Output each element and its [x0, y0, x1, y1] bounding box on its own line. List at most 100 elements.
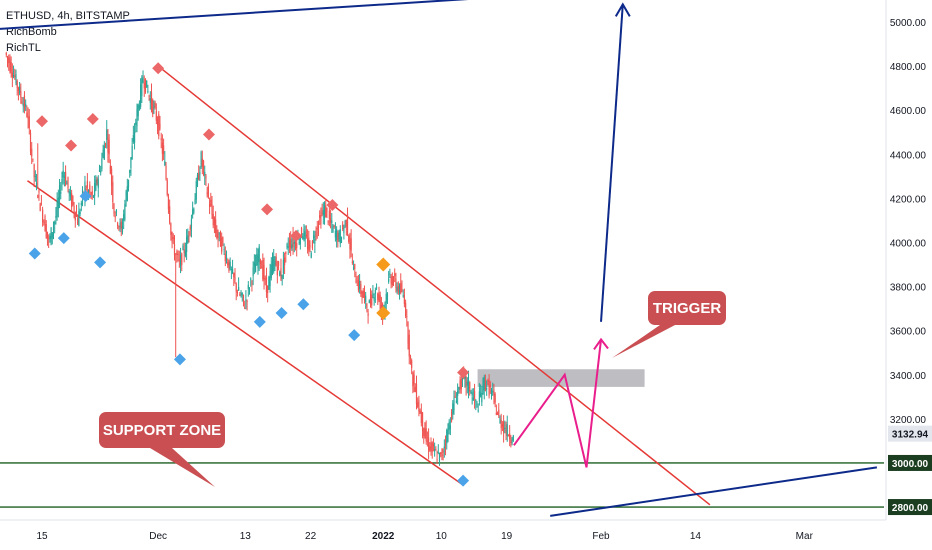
sell-signal-marker-6[interactable]: [290, 229, 303, 242]
trendline-bottom[interactable]: [550, 466, 878, 517]
buy-signal-marker-9[interactable]: [457, 474, 470, 487]
candle-body-315: [386, 293, 389, 300]
candle-body-93: [118, 226, 120, 228]
candle-body-244: [300, 227, 303, 237]
target-arrow-line[interactable]: [600, 4, 624, 322]
candle-body-192: [238, 286, 240, 291]
price-tick-label-9: 3200.00: [890, 415, 927, 426]
candle-body-228: [281, 274, 283, 279]
candle-body-95: [120, 221, 122, 229]
indicator-label-richbomb[interactable]: RichBomb: [6, 26, 57, 38]
candle-body-98: [124, 203, 126, 220]
candle-body-199: [246, 300, 248, 302]
candle-body-371: [454, 396, 456, 398]
candle-body-59: [77, 218, 79, 225]
channel-lower-line[interactable]: [27, 180, 464, 486]
candle-body-255: [314, 238, 316, 244]
candle-body-358: [438, 453, 441, 462]
candle-body-249: [306, 239, 309, 249]
candle-body-277: [340, 236, 343, 243]
buy-signal-marker-7[interactable]: [297, 298, 310, 311]
buy-signal-marker-3[interactable]: [94, 256, 107, 269]
sell-signal-marker-3[interactable]: [152, 62, 165, 75]
trigger-callout-bubble: [648, 291, 726, 325]
candle-body-325: [398, 284, 401, 294]
candle-body-232: [286, 244, 288, 248]
candle-body-131: [164, 160, 166, 166]
candle-body-233: [287, 246, 289, 248]
candle-body-171: [212, 213, 214, 226]
candle-body-145: [181, 253, 183, 265]
candle-body-186: [230, 269, 232, 271]
candle-body-55: [72, 195, 74, 205]
orange-signal-marker-1[interactable]: [376, 306, 391, 321]
candle-body-259: [319, 215, 321, 218]
candle-body-2: [8, 57, 10, 64]
trendline-top[interactable]: [0, 0, 557, 31]
sell-signal-marker-5[interactable]: [261, 203, 274, 216]
candle-body-38: [51, 232, 53, 239]
indicator-label-richtl[interactable]: RichTL: [6, 42, 41, 54]
buy-signal-marker-2[interactable]: [79, 190, 92, 203]
orange-signal-marker-0[interactable]: [376, 257, 391, 272]
sell-signal-marker-4[interactable]: [202, 128, 215, 141]
price-tag-0[interactable]: 3132.94: [888, 425, 932, 442]
candle-body-198: [245, 299, 247, 301]
candle-body-92: [117, 223, 119, 226]
candle-body-266: [327, 221, 329, 223]
candle-body-35: [48, 237, 50, 239]
sell-signal-marker-2[interactable]: [86, 113, 99, 126]
candle-body-254: [313, 235, 315, 239]
candle-body-86: [109, 165, 111, 174]
candle-body-326: [400, 283, 402, 293]
buy-signal-marker-0[interactable]: [28, 247, 41, 260]
buy-signal-marker-8[interactable]: [348, 329, 361, 342]
price-tick-label-0: 5000.00: [890, 18, 927, 29]
candle-body-310: [380, 304, 383, 311]
sell-signal-marker-1[interactable]: [65, 139, 78, 152]
projection-path[interactable]: [513, 339, 603, 468]
candle-body-373: [457, 390, 459, 396]
channel-upper-line[interactable]: [157, 65, 711, 506]
candle-body-47: [62, 170, 64, 178]
candle-body-314: [385, 293, 387, 303]
support-zone-callout[interactable]: SUPPORT ZONE: [99, 412, 225, 487]
resistance-zone-box[interactable]: [477, 369, 645, 387]
candle-body-299: [367, 313, 369, 316]
candle-body-6: [12, 75, 15, 77]
candle-body-409: [500, 419, 502, 429]
candle-body-175: [217, 234, 219, 238]
candle-body-382: [467, 379, 470, 391]
sell-signal-marker-0[interactable]: [36, 115, 48, 128]
buy-signal-marker-4[interactable]: [173, 353, 186, 366]
candle-body-58: [75, 213, 78, 216]
candle-body-320: [392, 281, 395, 283]
buy-signal-marker-5[interactable]: [253, 315, 266, 328]
candle-body-224: [276, 266, 278, 276]
buy-signal-marker-6[interactable]: [275, 307, 288, 320]
candle-body-408: [499, 417, 501, 424]
trigger-callout[interactable]: TRIGGER: [612, 291, 726, 358]
price-tag-2[interactable]: 2800.00: [888, 499, 932, 516]
sell-signal-marker-8[interactable]: [457, 366, 470, 379]
candle-body-53: [69, 192, 72, 197]
candle-body-300: [368, 300, 370, 304]
candle-body-329: [403, 295, 405, 304]
candle-body-202: [250, 278, 252, 280]
candle-body-129: [161, 142, 163, 154]
candle-body-379: [464, 375, 466, 380]
candle-body-72: [92, 195, 95, 197]
candle-body-180: [223, 248, 225, 251]
candle-body-349: [427, 437, 430, 450]
buy-signal-marker-1[interactable]: [57, 232, 70, 245]
candle-body-135: [169, 206, 171, 223]
candle-body-157: [195, 181, 197, 200]
candle-body-290: [356, 284, 358, 286]
price-tag-1[interactable]: 3000.00: [888, 454, 932, 471]
sell-signal-marker-7[interactable]: [326, 198, 339, 211]
candle-body-177: [219, 231, 222, 247]
candle-body-346: [424, 422, 426, 439]
candle-body-400: [489, 384, 491, 388]
candle-body-240: [296, 242, 298, 249]
